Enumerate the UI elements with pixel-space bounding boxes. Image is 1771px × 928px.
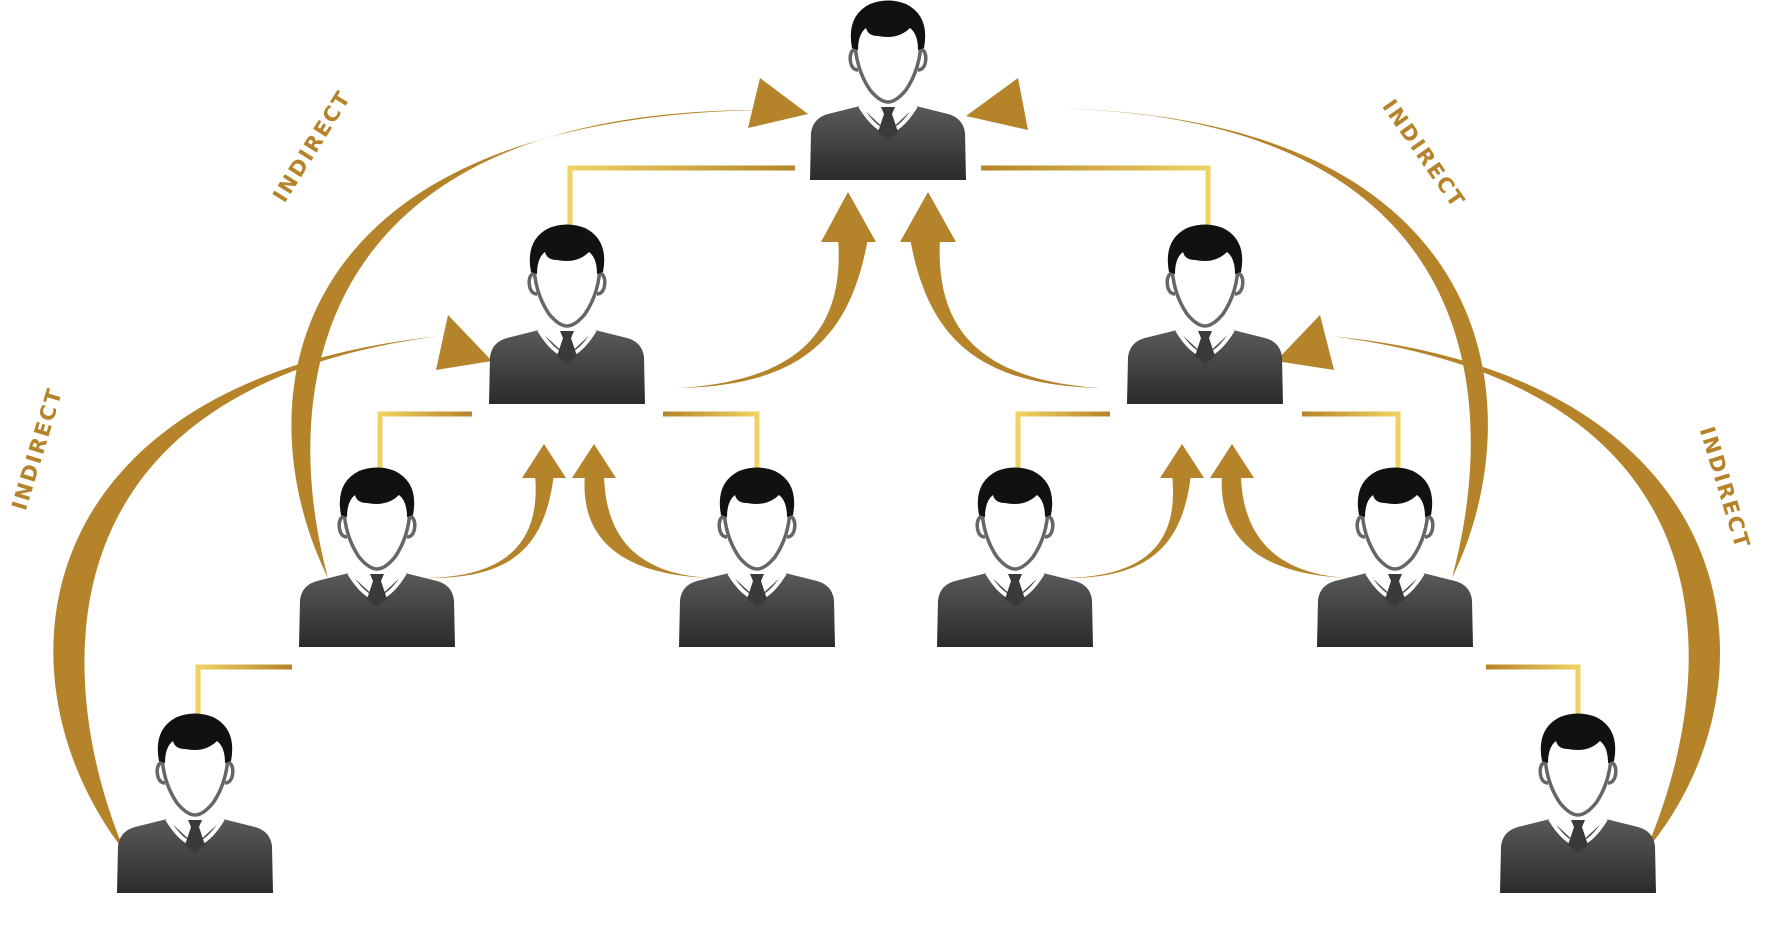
connector-top-right xyxy=(981,165,1211,232)
connector-mr-right xyxy=(1302,411,1401,476)
arrow-direct-low1-to-mid-left xyxy=(422,474,554,579)
person-low-3-icon xyxy=(935,465,1095,649)
arrow-direct-mid-right-to-top xyxy=(910,238,1100,388)
arrow-indirect-bottom-right-to-mid-right xyxy=(1330,336,1721,852)
person-top-icon xyxy=(808,0,968,182)
arrow-indirect-low1-to-top-head xyxy=(748,78,808,128)
arrow-direct-low4-to-mid-right xyxy=(1221,474,1350,578)
connector-top-left xyxy=(567,165,795,232)
arrow-direct-low4-to-mid-right-head xyxy=(1210,444,1254,478)
arrow-direct-low3-to-mid-right-head xyxy=(1160,444,1204,478)
referral-arrows xyxy=(53,78,1721,852)
arrow-indirect-bottom-right-to-mid-right-head xyxy=(1276,315,1334,370)
arrow-direct-low2-to-mid-left-head xyxy=(572,444,616,478)
arrow-indirect-bottom-left-to-mid-left-head xyxy=(436,315,492,370)
arrow-direct-low3-to-mid-right xyxy=(1060,474,1191,579)
person-low-4-icon xyxy=(1315,465,1475,649)
connector-ml-right xyxy=(663,411,760,476)
indirect-label-1: INDIRECT xyxy=(268,86,356,206)
person-bottom-left-icon xyxy=(115,711,275,895)
arrow-direct-low1-to-mid-left-head xyxy=(522,444,566,478)
arrow-indirect-low4-to-top-head xyxy=(966,78,1028,130)
connector-l1-bottom xyxy=(195,664,292,724)
arrow-indirect-bottom-left-to-mid-left xyxy=(53,336,441,852)
person-mid-left-icon xyxy=(487,222,647,406)
connector-l4-bottom xyxy=(1486,664,1581,724)
arrow-direct-low2-to-mid-left xyxy=(584,474,712,578)
arrow-direct-mid-right-to-top-head xyxy=(900,192,956,242)
arrow-direct-mid-left-to-top xyxy=(680,238,868,388)
person-bottom-right-icon xyxy=(1498,711,1658,895)
org-connectors xyxy=(190,165,1586,734)
connector-ml-left xyxy=(377,411,472,478)
indirect-label-2: INDIRECT xyxy=(7,385,67,513)
person-mid-right-icon xyxy=(1125,222,1285,406)
arrow-direct-mid-left-to-top-head xyxy=(821,192,876,242)
indirect-label-3: INDIRECT xyxy=(1378,95,1470,213)
indirect-label-4: INDIRECT xyxy=(1695,424,1755,552)
connector-mr-left xyxy=(1015,411,1110,476)
person-low-2-icon xyxy=(677,465,837,649)
